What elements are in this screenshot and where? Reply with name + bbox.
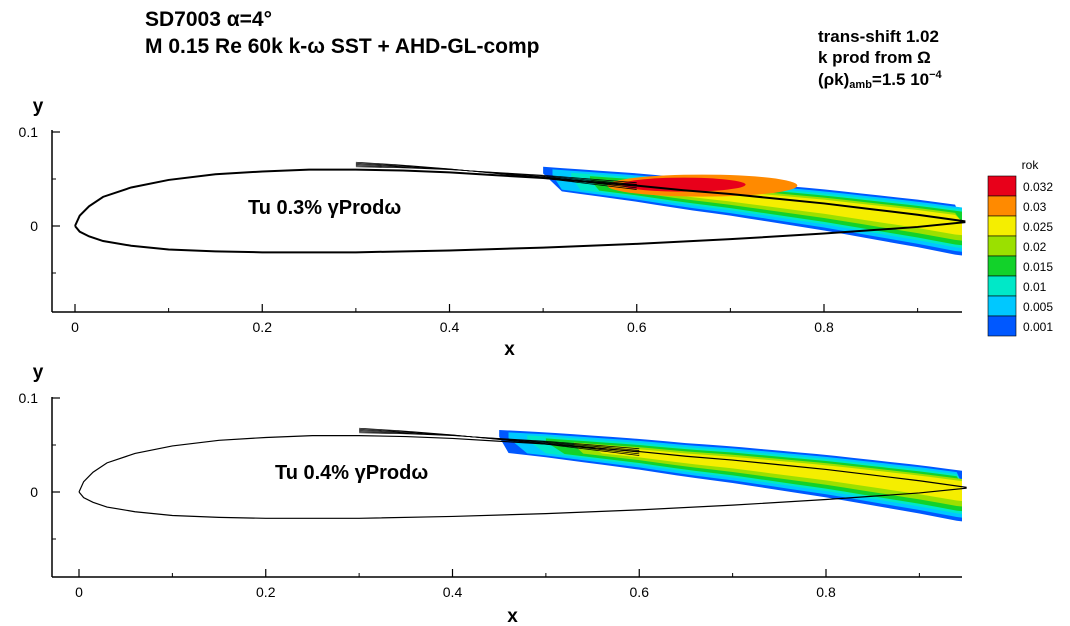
y-tick-label-0: 0 xyxy=(30,218,38,234)
y-tick-label-0: 0 xyxy=(30,484,38,500)
settings-line3-sub: amb xyxy=(849,79,872,91)
streamline-5 xyxy=(359,427,640,456)
colorbar-label-1: 0.032 xyxy=(1023,180,1053,194)
chart-title-line2: M 0.15 Re 60k k-ω SST + AHD-GL-comp xyxy=(145,35,540,58)
annotation-label: Tu 0.3% γProdω xyxy=(248,197,401,219)
colorbar-label-4: 0.02 xyxy=(1023,240,1047,254)
contour-field xyxy=(543,166,962,256)
y-axis-label: y xyxy=(33,96,44,117)
colorbar-label-8: 0.001 xyxy=(1023,320,1053,334)
contour-band-6 xyxy=(592,445,962,502)
colorbar-swatch-5 xyxy=(987,255,1017,277)
x-tick-label-0.6: 0.6 xyxy=(630,584,650,600)
streamlines xyxy=(359,427,640,456)
x-tick-label-0.2: 0.2 xyxy=(253,319,273,335)
colorbar-swatch-2 xyxy=(987,195,1017,217)
colorbar-swatch-8 xyxy=(987,315,1017,337)
colorbar-label-6: 0.01 xyxy=(1023,280,1047,294)
x-axis-label: x xyxy=(504,339,515,360)
colorbar-swatch-6 xyxy=(987,275,1017,297)
x-axis-label: x xyxy=(507,606,518,626)
x-tick-label-0: 0 xyxy=(75,584,83,600)
chart-panel-2: 0 0.2 0.4 0.6 0.8 0 0.1 x y Tu 0.4% γProdω xyxy=(19,362,967,626)
contour-band-6 xyxy=(636,183,962,236)
y-tick-label-0.1: 0.1 xyxy=(19,124,39,140)
x-tick-label-0: 0 xyxy=(71,319,79,335)
settings-line3-base: (ρk) xyxy=(818,70,850,89)
chart-title-line1: SD7003 α=4° xyxy=(145,8,272,31)
streamlines xyxy=(355,161,637,190)
colorbar-swatch-4 xyxy=(987,235,1017,257)
colorbar-label-3: 0.025 xyxy=(1023,220,1053,234)
colorbar-title: rok xyxy=(1022,158,1040,172)
settings-line3-exponent: −4 xyxy=(929,69,942,81)
colorbar-label-7: 0.005 xyxy=(1023,300,1053,314)
colorbar-legend: rok 0.032 0.03 0.025 0.02 0.015 0.01 0.005 0.001 xyxy=(987,158,1053,337)
settings-line1: trans-shift 1.02 xyxy=(818,27,939,46)
y-tick-label-0.1: 0.1 xyxy=(19,390,39,406)
x-tick-label-0.8: 0.8 xyxy=(814,319,834,335)
x-tick-label-0.4: 0.4 xyxy=(443,584,463,600)
settings-line3: (ρk)amb=1.5 10−4 xyxy=(818,69,942,91)
x-tick-label-0.4: 0.4 xyxy=(440,319,460,335)
chart-panel-1: 0 0.2 0.4 0.6 0.8 0 0.1 x y Tu 0.3% γProdω xyxy=(19,96,966,360)
x-tick-label-0.6: 0.6 xyxy=(627,319,647,335)
y-axis-label: y xyxy=(33,362,44,383)
annotation-label: Tu 0.4% γProdω xyxy=(275,462,428,484)
colorbar-swatch-7 xyxy=(987,295,1017,317)
settings-line2: k prod from Ω xyxy=(818,48,931,67)
airfoil-outline xyxy=(78,435,967,519)
x-tick-label-0.8: 0.8 xyxy=(816,584,836,600)
settings-line3-value: =1.5 10 xyxy=(871,70,930,89)
colorbar-swatch-3 xyxy=(987,215,1017,237)
x-tick-label-0.2: 0.2 xyxy=(256,584,276,600)
colorbar-label-5: 0.015 xyxy=(1023,260,1053,274)
colorbar-swatch-1 xyxy=(987,175,1017,197)
airfoil-outline xyxy=(74,168,966,254)
streamline-5 xyxy=(355,161,637,190)
colorbar-label-2: 0.03 xyxy=(1023,200,1047,214)
